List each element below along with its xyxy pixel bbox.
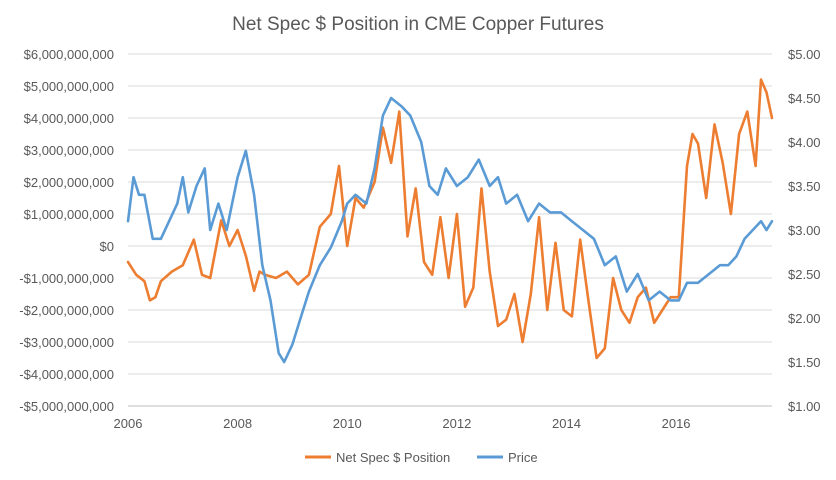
legend: Net Spec $ Position Price	[305, 450, 538, 465]
left-tick-label: $4,000,000,000	[24, 111, 114, 126]
series-line-price	[126, 96, 774, 364]
x-tick-label: 2008	[223, 416, 252, 431]
left-tick-label: -$1,000,000,000	[19, 271, 114, 286]
right-tick-label: $2.50	[788, 267, 821, 282]
gridlines	[128, 53, 772, 407]
x-tick-label: 2012	[442, 416, 471, 431]
x-tick-label: 2016	[662, 416, 691, 431]
chart-title: Net Spec $ Position in CME Copper Future…	[232, 14, 604, 35]
left-tick-label: $5,000,000,000	[24, 79, 114, 94]
left-tick-label: -$2,000,000,000	[19, 303, 114, 318]
left-tick-label: -$3,000,000,000	[19, 335, 114, 350]
series-line-net-spec	[126, 78, 774, 360]
right-tick-label: $2.00	[788, 311, 821, 326]
right-tick-label: $4.50	[788, 91, 821, 106]
right-tick-label: $3.00	[788, 223, 821, 238]
right-tick-label: $1.00	[788, 399, 821, 414]
left-tick-label: $2,000,000,000	[24, 175, 114, 190]
right-tick-label: $4.00	[788, 135, 821, 150]
right-tick-label: $1.50	[788, 355, 821, 370]
legend-label-price: Price	[508, 450, 538, 465]
series-layer	[126, 78, 774, 364]
x-axis-ticks: 2006 2008 2010 2012 2014 2016	[114, 416, 691, 431]
left-tick-label: $0	[100, 239, 114, 254]
left-tick-label: $3,000,000,000	[24, 143, 114, 158]
right-tick-label: $5.00	[788, 47, 821, 62]
right-tick-label: $3.50	[788, 179, 821, 194]
x-tick-label: 2010	[333, 416, 362, 431]
left-tick-label: -$5,000,000,000	[19, 399, 114, 414]
right-axis-ticks: $1.00 $1.50 $2.00 $2.50 $3.00 $3.50 $4.00 $4.50…	[788, 47, 821, 414]
left-tick-label: $1,000,000,000	[24, 207, 114, 222]
x-tick-label: 2014	[552, 416, 581, 431]
left-tick-label: -$4,000,000,000	[19, 367, 114, 382]
left-tick-label: $6,000,000,000	[24, 47, 114, 62]
x-tick-label: 2006	[114, 416, 143, 431]
legend-label-net-spec: Net Spec $ Position	[336, 450, 450, 465]
left-axis-ticks: -$5,000,000,000 -$4,000,000,000 -$3,000,00…	[19, 47, 114, 414]
